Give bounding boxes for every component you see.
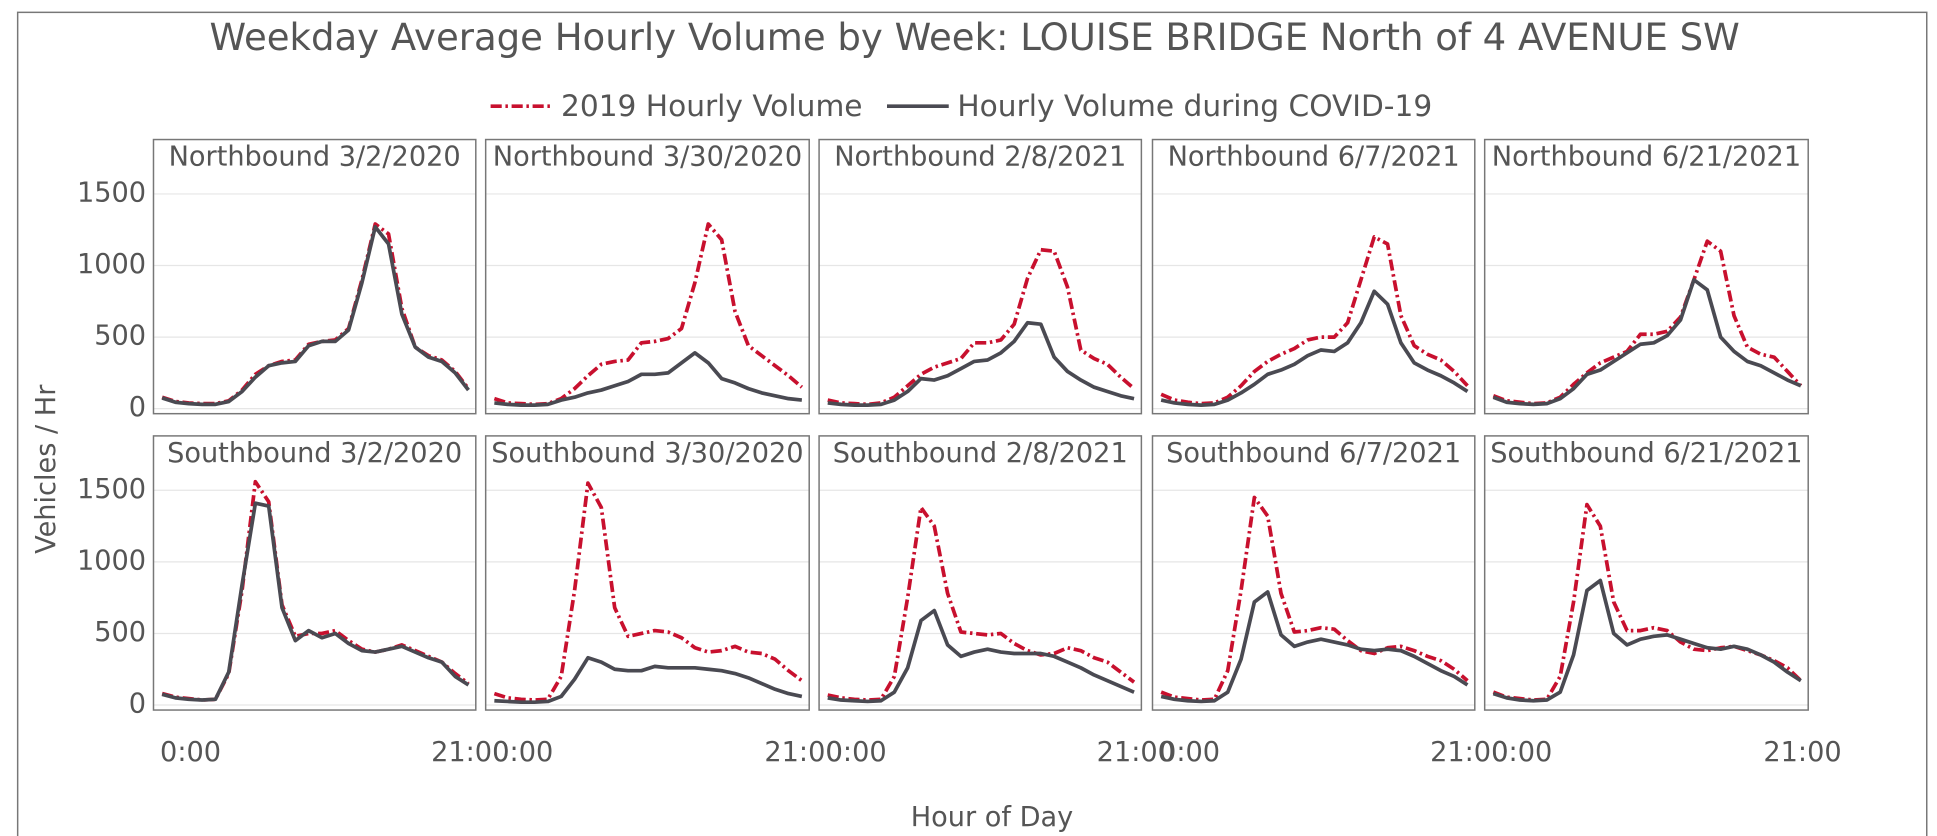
panel-title: Northbound 6/7/2021 [1168,142,1460,173]
line-series [161,222,470,406]
y-tick-label: 0 [129,392,146,423]
x-tick-label: 21:00 [1097,737,1175,768]
line-series [1492,578,1802,703]
y-tick-label: 1000 [77,545,146,576]
y-tick-label: 500 [94,321,146,352]
y-tick-label: 1500 [77,474,146,505]
chart-title: Weekday Average Hourly Volume by Week: L… [210,16,1740,59]
x-tick-label: 21:00 [764,737,842,768]
panel-frame [1151,435,1476,711]
line-series [494,350,803,407]
x-tick-label: 21:00 [431,737,509,768]
line-series [1160,495,1469,702]
panel-frame [818,138,1143,415]
x-tick-label: 0:00 [826,737,887,768]
line-series [827,247,1136,407]
legend-label: 2019 Hourly Volume [561,88,863,123]
line-series [161,479,470,702]
panel-frame [152,138,477,415]
panel-title: Northbound 3/30/2020 [493,142,802,173]
line-series [493,481,803,702]
panel-frame [484,138,810,415]
panel-title: Southbound 6/7/2021 [1166,438,1461,469]
panel-title: Northbound 2/8/2021 [834,142,1126,173]
panel-frame [1483,138,1809,415]
panel-title: Southbound 6/21/2021 [1490,438,1802,469]
x-tick-label: 21:00 [1763,737,1841,768]
y-tick-label: 500 [94,617,146,648]
panel-title: Northbound 3/2/2020 [169,142,461,173]
panel-title: Southbound 2/8/2021 [833,438,1128,469]
panel-frame [484,435,810,711]
line-series [1492,502,1803,702]
line-series [1160,235,1469,406]
line-series [827,608,1135,704]
x-axis-label: Hour of Day [911,802,1073,833]
panel-title: Northbound 6/21/2021 [1492,142,1801,173]
line-series [493,222,804,407]
legend-label: Hourly Volume during COVID-19 [957,88,1432,123]
panel-frame [818,435,1143,711]
y-tick-label: 1500 [77,177,146,208]
line-series [1160,289,1469,407]
y-tick-label: 0 [129,689,146,720]
panel-frame [152,435,477,711]
outer-frame [16,11,1928,836]
panel-title: Southbound 3/30/2020 [491,438,803,469]
x-tick-label: 0:00 [1491,737,1552,768]
panel-frame [1151,138,1476,415]
y-tick-label: 1000 [77,249,146,280]
line-series [161,501,470,702]
line-series [494,655,803,705]
line-series [1492,277,1802,407]
line-series [827,320,1135,407]
x-tick-label: 0:00 [1159,737,1220,768]
panel-frame [1483,435,1809,711]
panel-title: Southbound 3/2/2020 [167,438,462,469]
x-tick-label: 0:00 [160,737,221,768]
line-series [1160,590,1469,704]
x-tick-label: 0:00 [492,737,553,768]
y-axis-label: Vehicles / Hr [31,384,62,554]
line-series [161,225,470,407]
x-tick-label: 21:00 [1430,737,1508,768]
